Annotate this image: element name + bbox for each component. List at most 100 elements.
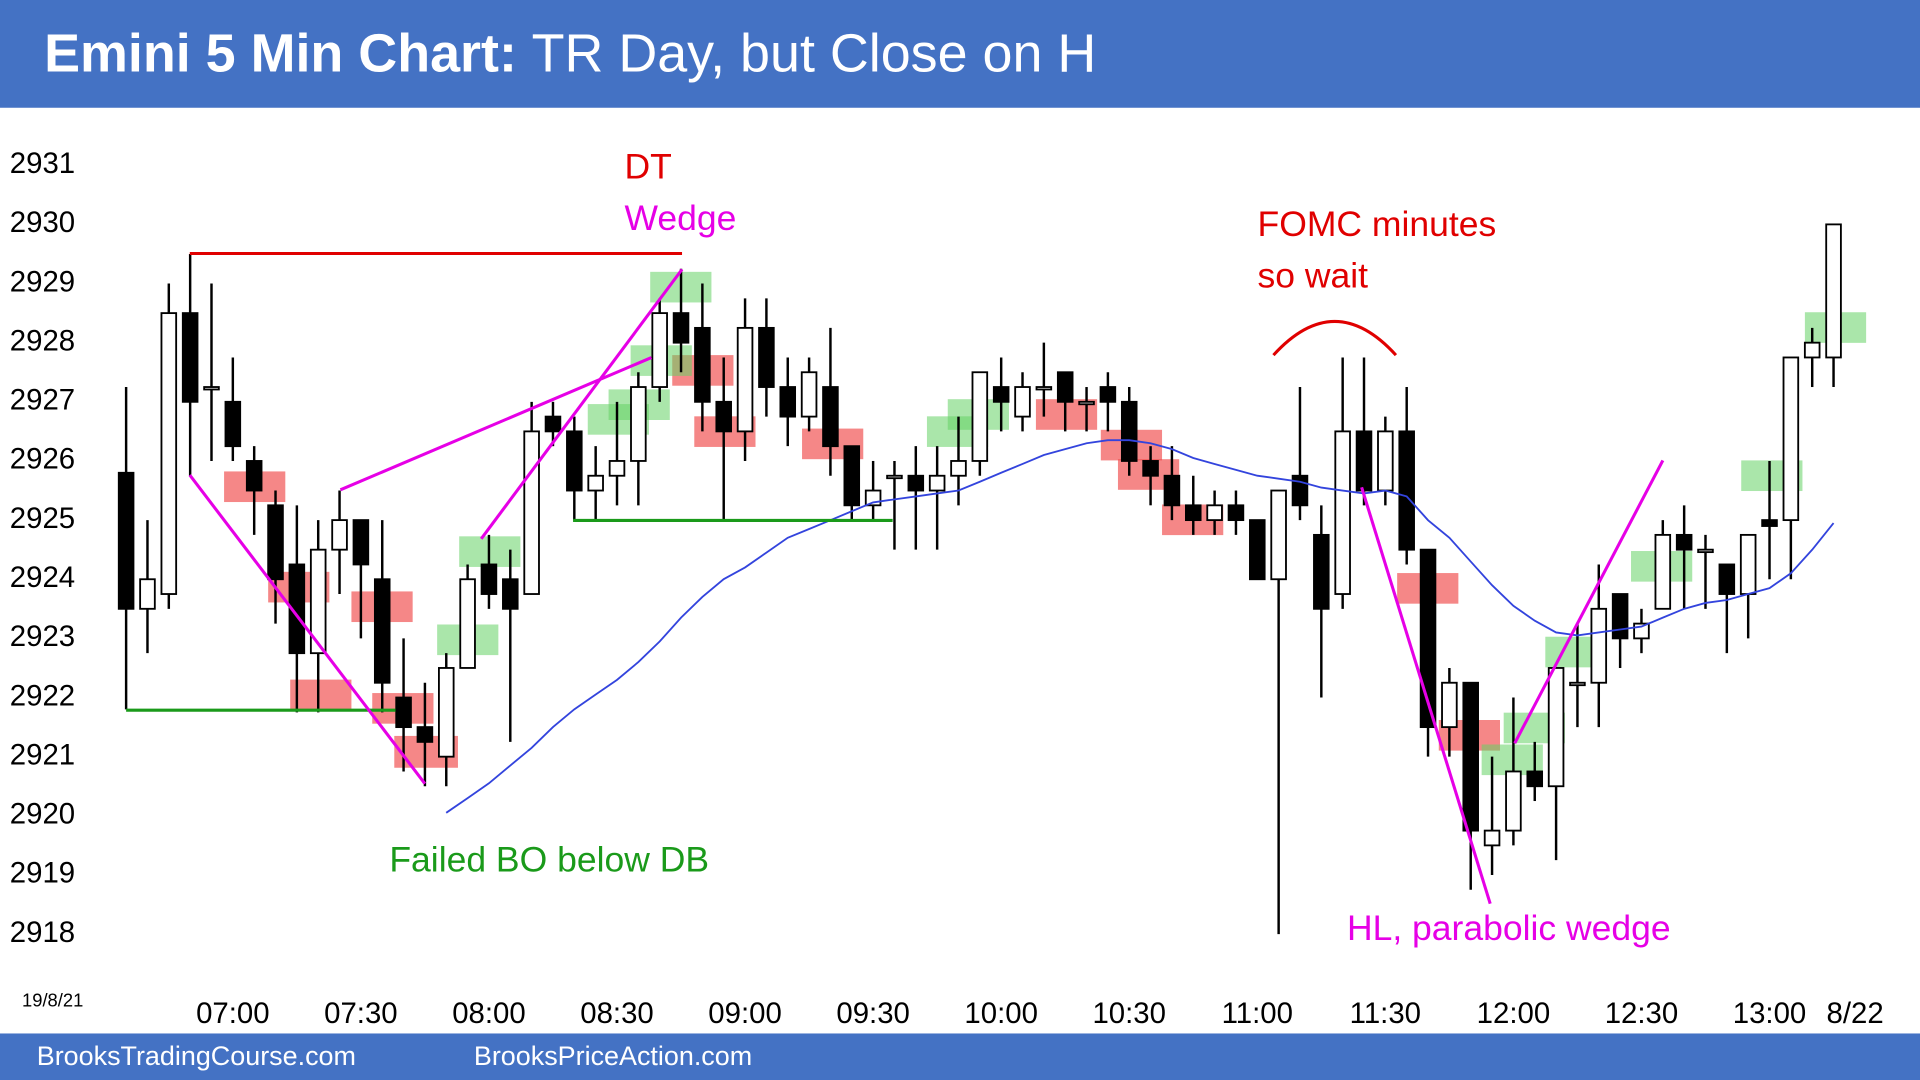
candle-body	[544, 415, 562, 433]
y-tick-label: 2926	[10, 443, 75, 476]
annotation: HL, parabolic wedge	[1347, 908, 1671, 948]
candle-body	[1782, 356, 1800, 522]
x-tick-label: 11:00	[1222, 997, 1293, 1030]
candle-body	[309, 548, 327, 655]
candle-body	[438, 667, 455, 758]
wedge-line	[1360, 486, 1492, 905]
x-tick-label: 13:00	[1733, 997, 1807, 1030]
annotation: so wait	[1258, 255, 1369, 295]
candle-body	[181, 312, 199, 403]
wedge-line	[188, 474, 427, 785]
candle-body	[416, 726, 434, 743]
candle-body	[395, 696, 412, 729]
header-band	[0, 0, 1920, 108]
y-tick-label: 2931	[10, 147, 75, 180]
candle-body	[1675, 533, 1693, 551]
candle-body	[1505, 770, 1522, 832]
candle-body	[758, 326, 775, 388]
wedge-line	[479, 268, 684, 540]
candle-body	[1718, 563, 1736, 595]
candle-body	[117, 471, 135, 610]
candle-body	[1120, 400, 1138, 462]
candle-body	[502, 578, 519, 610]
candle-body	[352, 519, 370, 566]
x-tick-label: 09:00	[708, 997, 782, 1030]
candle-body	[672, 312, 690, 344]
candle-body	[1825, 223, 1842, 359]
candle-body	[331, 519, 348, 551]
candle-body	[203, 386, 220, 391]
candle-body	[1334, 430, 1351, 595]
annotation: Failed BO below DB	[389, 839, 709, 879]
x-tick-label: 08:00	[452, 997, 526, 1030]
sell-signal	[290, 679, 352, 711]
candle-body	[1398, 430, 1415, 551]
chart-title: Emini 5 Min Chart: TR Day, but Close on H	[44, 24, 1096, 84]
x-tick-label: 07:00	[196, 997, 270, 1030]
candles	[117, 223, 1842, 935]
candle-body	[1078, 400, 1095, 406]
candle-body	[245, 460, 263, 492]
candle-body	[800, 371, 818, 418]
candle-body	[459, 578, 476, 669]
title-rest: TR Day, but Close on H	[532, 24, 1097, 84]
candle-body	[886, 474, 903, 480]
candle-body	[1590, 607, 1608, 684]
candle-body	[630, 386, 647, 462]
x-tick-label: 10:30	[1092, 997, 1166, 1030]
candle-body	[1227, 504, 1245, 522]
footer-text: BrooksTradingCourse.com	[37, 1041, 356, 1071]
x-tick-label: 11:30	[1350, 997, 1421, 1030]
candle-body	[843, 445, 861, 507]
x-tick-label: 12:00	[1477, 997, 1551, 1030]
candle-body	[1056, 371, 1074, 403]
x-tick-label: 10:00	[964, 997, 1038, 1030]
candle-body	[1569, 681, 1586, 687]
candle-body	[566, 430, 583, 492]
candle-body	[907, 474, 925, 492]
footer-band	[0, 1033, 1920, 1080]
y-tick-label: 2919	[10, 857, 75, 890]
date-label: 8/22	[1827, 997, 1884, 1030]
candle-body	[523, 430, 540, 595]
candle-body	[373, 578, 391, 684]
candle-body	[608, 460, 626, 477]
y-tick-label: 2927	[10, 384, 75, 417]
y-tick-label: 2930	[10, 206, 75, 239]
candle-body	[1185, 504, 1202, 522]
candle-body	[1462, 681, 1479, 832]
y-tick-label: 2920	[10, 798, 75, 831]
candle-body	[992, 386, 1010, 403]
footer-text: BrooksPriceAction.com	[474, 1041, 752, 1071]
candle-body	[587, 474, 604, 492]
candle-body	[736, 326, 754, 433]
candle-body	[1547, 667, 1565, 788]
y-tick-label: 2928	[10, 324, 75, 357]
candle-body	[267, 504, 284, 581]
candle-body	[160, 312, 178, 595]
y-tick-label: 2921	[10, 738, 75, 771]
candle-body	[1654, 533, 1672, 610]
candle-body	[1611, 593, 1629, 640]
candle-body	[1206, 504, 1223, 522]
annotation: DT	[624, 146, 671, 186]
candle-body	[1249, 519, 1266, 581]
candle-body	[139, 578, 156, 610]
annotation: FOMC minutes	[1258, 204, 1497, 244]
candle-body	[971, 371, 989, 462]
candle-body	[224, 400, 242, 448]
candle-body	[1035, 386, 1053, 391]
x-tick-label: 12:30	[1605, 997, 1679, 1030]
candle-body	[1142, 460, 1159, 477]
y-tick-label: 2922	[10, 679, 75, 712]
candle-body	[651, 312, 668, 388]
candle-body	[715, 400, 732, 433]
date-corner: 19/8/21	[22, 989, 83, 1010]
candle-body	[822, 386, 839, 448]
candle-body	[1270, 489, 1287, 581]
ema-line	[445, 439, 1835, 814]
candle-body	[1355, 430, 1373, 492]
y-tick-label: 2923	[10, 620, 75, 653]
candle-body	[1313, 533, 1330, 610]
candle-body	[1441, 681, 1458, 729]
